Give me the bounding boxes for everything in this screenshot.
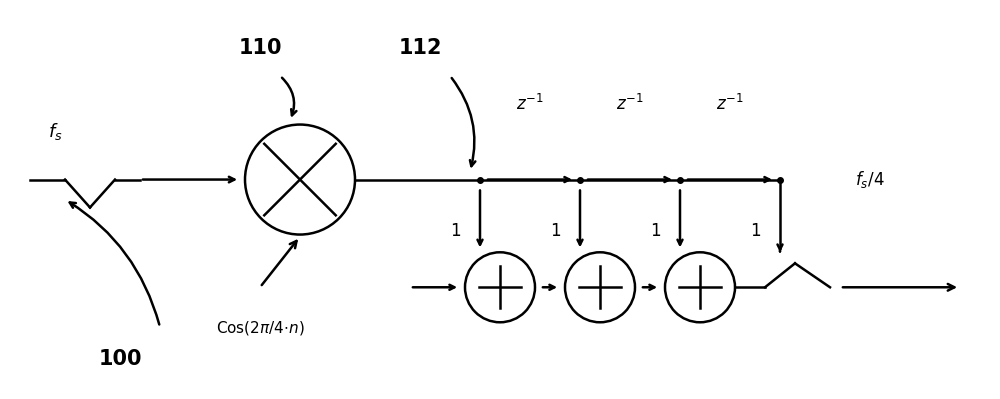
Text: 110: 110 bbox=[238, 38, 282, 58]
Text: $\mathrm{Cos}(2\pi/4{\cdot}n)$: $\mathrm{Cos}(2\pi/4{\cdot}n)$ bbox=[216, 319, 304, 337]
Text: 1: 1 bbox=[550, 222, 560, 241]
Text: 1: 1 bbox=[650, 222, 660, 241]
Text: $f_s/4$: $f_s/4$ bbox=[855, 169, 885, 190]
Text: 100: 100 bbox=[98, 349, 142, 369]
Text: $z^{-1}$: $z^{-1}$ bbox=[616, 94, 644, 114]
Text: 112: 112 bbox=[398, 38, 442, 58]
Text: $f_s$: $f_s$ bbox=[48, 121, 62, 142]
Text: $z^{-1}$: $z^{-1}$ bbox=[716, 94, 744, 114]
Text: 1: 1 bbox=[750, 222, 760, 241]
Text: 1: 1 bbox=[450, 222, 460, 241]
Text: $z^{-1}$: $z^{-1}$ bbox=[516, 94, 544, 114]
